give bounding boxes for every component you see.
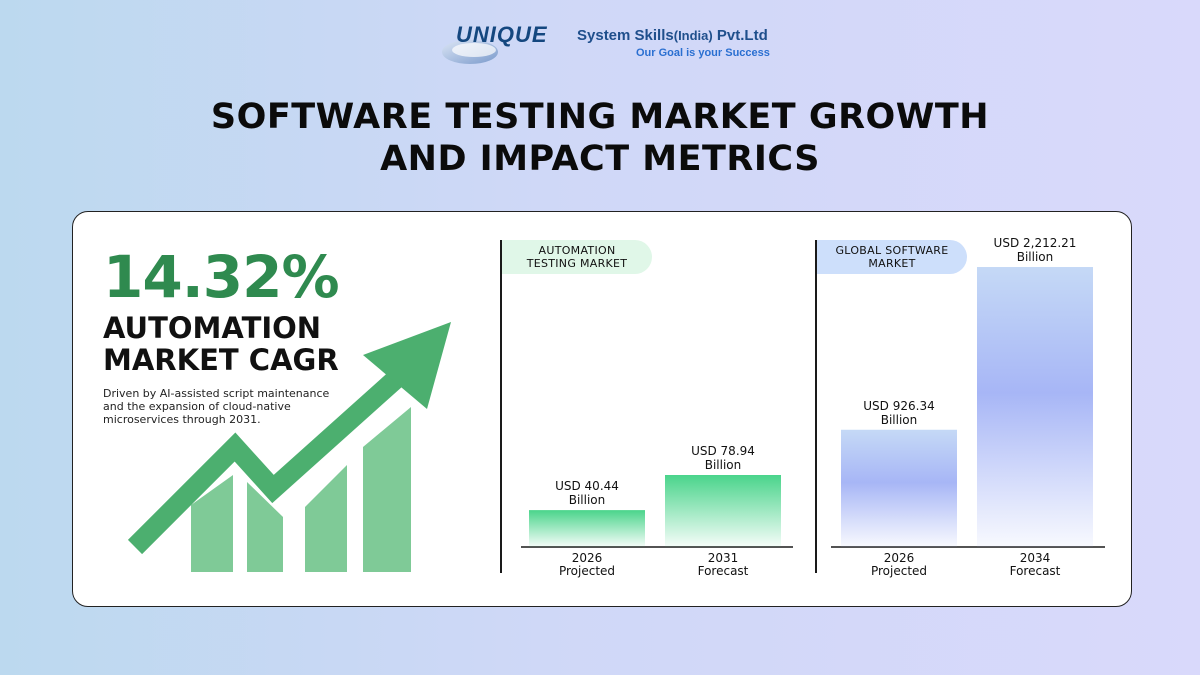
panel-divider-1 (500, 240, 502, 573)
logo-swoosh-icon (442, 40, 498, 64)
automation-bar-2026 (529, 510, 645, 547)
global-bar-2034 (977, 267, 1093, 547)
charts-canvas (521, 267, 1105, 548)
logo-brand-text: UNIQUE (456, 22, 548, 47)
global-chart-title: GLOBAL SOFTWARE MARKET (817, 240, 967, 274)
global-value-label-2026: USD 926.34 Billion (863, 398, 935, 427)
automation-category-label-2026: 2026 Projected (558, 551, 616, 578)
cagr-description: Driven by AI-assisted script maintenance… (103, 387, 330, 426)
automation-chart-title: AUTOMATION TESTING MARKET (502, 240, 652, 274)
global-category-label-2034: 2034 Forecast (1009, 551, 1061, 578)
cagr-value: 14.32% (103, 243, 340, 311)
company-logo: UNIQUE System Skills(India) Pvt.Ltd Our … (440, 20, 770, 72)
global-bar-2026 (841, 429, 957, 547)
logo-tagline: Our Goal is your Success (636, 47, 770, 59)
automation-bar-2031 (665, 475, 781, 547)
cagr-label: AUTOMATION MARKET CAGR (103, 311, 339, 377)
metrics-card: 14.32% AUTOMATION MARKET CAGR Driven by … (72, 211, 1132, 607)
automation-category-label-2031: 2031 Forecast (697, 551, 749, 578)
growth-arrow-icon (127, 322, 451, 572)
panel-divider-2 (815, 240, 817, 573)
page-title-line-2: AND IMPACT METRICS (380, 139, 820, 179)
automation-value-label-2031: USD 78.94 Billion (691, 444, 755, 472)
global-category-label-2026: 2026 Projected (870, 551, 928, 578)
logo-company-text: System Skills(India) Pvt.Ltd (577, 27, 768, 44)
page-title-line-1: SOFTWARE TESTING MARKET GROWTH (210, 97, 990, 137)
automation-value-label-2026: USD 40.44 Billion (555, 479, 619, 508)
global-value-label-2034: USD 2,212.21 Billion (993, 236, 1077, 264)
page-title: SOFTWARE TESTING MARKET GROWTH AND IMPAC… (0, 96, 1200, 180)
